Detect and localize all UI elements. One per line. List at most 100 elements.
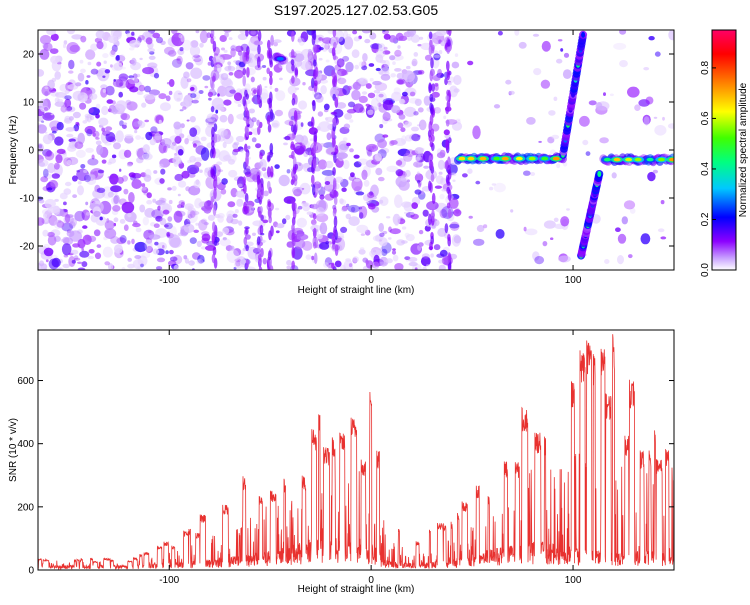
heatmap-cell xyxy=(128,77,139,85)
heatmap-cell xyxy=(45,259,49,263)
heatmap-cell xyxy=(176,97,181,101)
heatmap-cell xyxy=(160,40,166,45)
heatmap-cell xyxy=(129,39,141,48)
heatmap-cell xyxy=(135,135,142,140)
heatmap-cell xyxy=(152,32,161,39)
heatmap-cell xyxy=(449,223,460,229)
heatmap-cell xyxy=(293,124,297,135)
heatmap-cell xyxy=(223,87,234,97)
heatmap-cell xyxy=(131,31,135,36)
heatmap-cell xyxy=(134,241,147,253)
heatmap-cell xyxy=(404,169,411,178)
heatmap-cell xyxy=(82,120,88,124)
heatmap-cell xyxy=(77,185,84,196)
heatmap-cell xyxy=(223,30,232,33)
heatmap-cell xyxy=(181,39,192,51)
heatmap-cell xyxy=(400,127,406,133)
heatmap-cell xyxy=(307,48,312,54)
heatmap-cell xyxy=(418,229,424,235)
heatmap-cell xyxy=(301,187,305,190)
heatmap-cell xyxy=(364,229,371,236)
heatmap-cell xyxy=(269,109,274,121)
heatmap-cell xyxy=(56,121,64,131)
heatmap-cell xyxy=(334,97,339,108)
heatmap-cell xyxy=(337,77,347,85)
heatmap-cell xyxy=(90,171,94,175)
heatmap-cell xyxy=(55,76,61,80)
heatmap-cell xyxy=(414,147,424,155)
heatmap-cell xyxy=(69,221,76,229)
heatmap-cell xyxy=(158,93,167,100)
heatmap-cell xyxy=(411,133,421,142)
heatmap-cell xyxy=(300,31,309,43)
heatmap-cell xyxy=(216,231,224,238)
heatmap-cell xyxy=(445,174,450,185)
heatmap-cell xyxy=(299,182,311,195)
heatmap-cell xyxy=(395,160,403,166)
heatmap-cell xyxy=(382,99,394,111)
heatmap-cell xyxy=(145,131,153,141)
heatmap-cell xyxy=(312,144,317,156)
heatmap-cell xyxy=(438,50,443,55)
y-tick-label: -10 xyxy=(20,194,35,205)
heatmap-cell xyxy=(410,211,415,216)
heatmap-cell xyxy=(426,264,430,267)
heatmap-cell xyxy=(372,145,377,149)
heatmap-cell xyxy=(402,91,408,97)
heatmap-cell xyxy=(542,241,548,247)
heatmap-cell xyxy=(311,174,315,185)
heatmap-cell xyxy=(410,34,420,43)
heatmap-cell xyxy=(235,190,246,198)
heatmap-cell xyxy=(424,54,433,61)
heatmap-cell xyxy=(386,258,393,264)
heatmap-cell xyxy=(233,60,240,63)
heatmap-cell xyxy=(332,167,336,176)
heatmap-cell xyxy=(128,172,136,178)
heatmap-cell xyxy=(528,156,536,161)
colorbar-tick-label: 0.0 xyxy=(700,263,711,277)
heatmap-cell xyxy=(597,171,602,177)
heatmap-cell xyxy=(269,76,273,86)
heatmap-cell xyxy=(84,125,96,135)
heatmap-cell xyxy=(149,51,155,55)
heatmap-cell xyxy=(363,194,370,202)
heatmap-cell xyxy=(348,216,360,227)
heatmap-cell xyxy=(168,234,181,248)
heatmap-cell xyxy=(190,67,203,79)
heatmap-cell xyxy=(375,167,383,176)
heatmap-cell xyxy=(177,193,181,197)
heatmap-cell xyxy=(375,67,381,72)
heatmap-cell xyxy=(123,188,129,195)
heatmap-cell xyxy=(62,263,70,269)
heatmap-cell xyxy=(39,48,50,60)
heatmap-cell xyxy=(155,215,163,222)
heatmap-cell xyxy=(447,39,451,47)
heatmap-cell xyxy=(322,37,333,44)
heatmap-cell xyxy=(85,212,91,216)
heatmap-cell xyxy=(380,147,390,154)
heatmap-cell xyxy=(317,111,324,117)
heatmap-cell xyxy=(141,137,145,140)
heatmap-cell xyxy=(242,75,246,87)
heatmap-cell xyxy=(81,209,91,221)
heatmap-cell xyxy=(59,83,69,92)
heatmap-cell xyxy=(446,60,450,72)
heatmap-cell xyxy=(230,45,236,51)
heatmap-cell xyxy=(647,171,656,182)
heatmap-cell xyxy=(152,198,157,203)
heatmap-cell xyxy=(68,116,74,121)
heatmap-cell xyxy=(245,50,250,62)
heatmap-cell xyxy=(142,144,150,153)
heatmap-cell xyxy=(222,74,227,78)
spectrogram-y-ticks: -20 -10 0 10 20 xyxy=(20,50,674,253)
heatmap-cell xyxy=(223,155,232,161)
heatmap-cell xyxy=(171,58,182,68)
heatmap-cell xyxy=(92,132,96,137)
heatmap-cell xyxy=(301,201,307,206)
heatmap-cell xyxy=(259,152,263,160)
heatmap-cell xyxy=(330,111,338,115)
heatmap-cell xyxy=(152,248,160,255)
heatmap-cell xyxy=(550,237,554,240)
heatmap-cell xyxy=(244,206,248,215)
